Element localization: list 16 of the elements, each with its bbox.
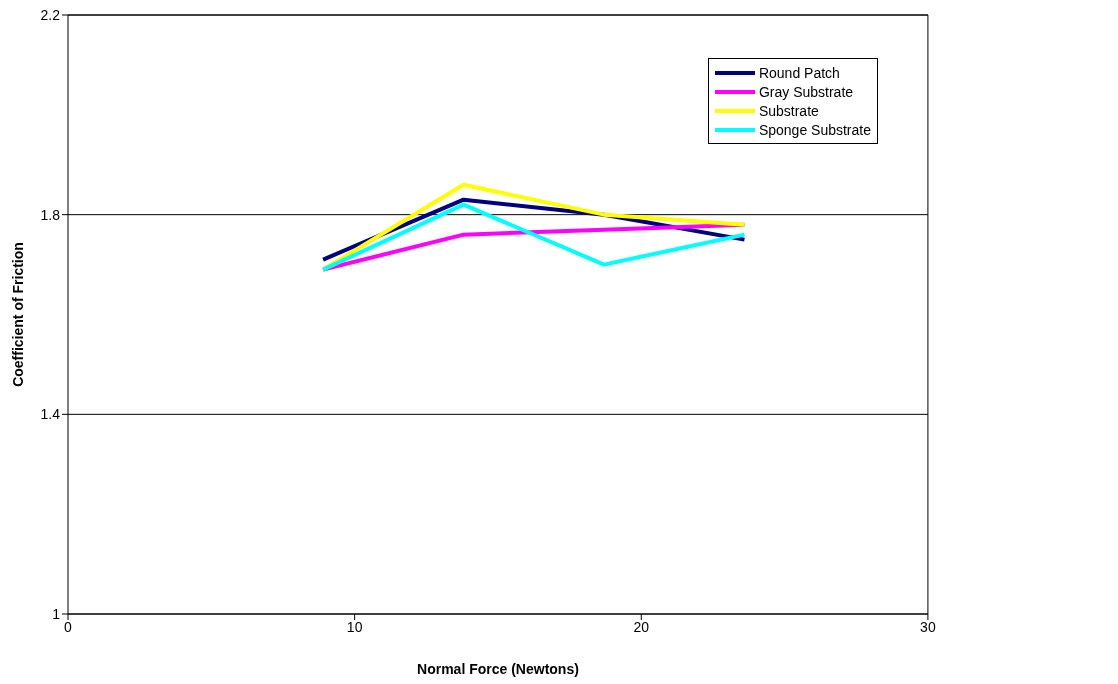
x-tick-label: 30 bbox=[920, 618, 936, 635]
y-axis-title: Coefficient of Friction bbox=[9, 242, 26, 387]
y-tick-label: 1 bbox=[52, 605, 61, 622]
y-tick-label: 2.2 bbox=[40, 6, 61, 23]
legend-label: Round Patch bbox=[758, 64, 840, 81]
legend-label: Gray Substrate bbox=[758, 83, 854, 100]
legend-label: Sponge Substrate bbox=[758, 121, 871, 138]
y-tick-label: 1.8 bbox=[40, 206, 61, 223]
x-axis-title: Normal Force (Newtons) bbox=[417, 661, 579, 677]
legend-label: Substrate bbox=[758, 102, 819, 119]
line-series bbox=[321, 182, 747, 272]
line-series bbox=[321, 202, 747, 272]
y-tick-label: 1.4 bbox=[40, 406, 61, 423]
x-tick-label: 10 bbox=[346, 618, 363, 635]
x-tick-label: 0 bbox=[64, 618, 73, 635]
x-tick-label: 20 bbox=[633, 618, 650, 635]
